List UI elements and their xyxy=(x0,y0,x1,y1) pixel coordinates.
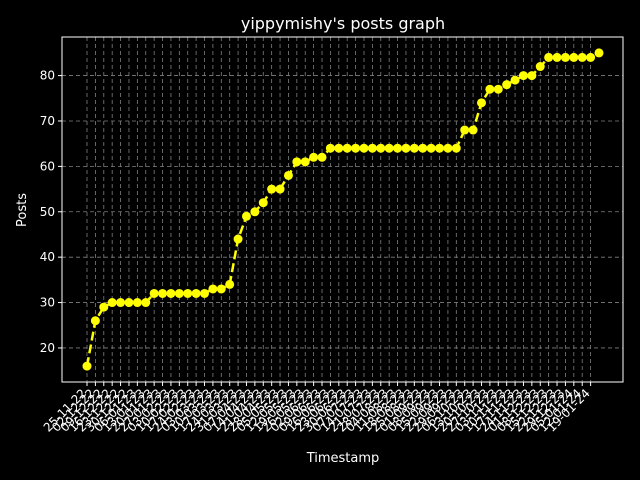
data-point xyxy=(409,143,419,153)
data-point xyxy=(359,143,369,153)
data-point xyxy=(225,279,235,289)
series-line xyxy=(85,51,600,367)
data-point xyxy=(435,143,445,153)
y-tick-label: 80 xyxy=(40,69,55,83)
data-point xyxy=(309,152,319,162)
y-tick-label: 40 xyxy=(40,250,55,264)
data-point xyxy=(502,80,512,90)
data-point xyxy=(283,170,293,180)
data-point xyxy=(518,71,528,81)
data-point xyxy=(275,184,285,194)
data-point xyxy=(544,52,554,62)
data-point xyxy=(250,207,260,217)
data-point xyxy=(292,157,302,167)
data-point xyxy=(485,84,495,94)
data-point xyxy=(300,157,310,167)
data-point xyxy=(334,143,344,153)
data-point xyxy=(586,52,596,62)
data-point xyxy=(418,143,428,153)
series-posts xyxy=(82,48,604,371)
y-tick-label: 70 xyxy=(40,114,55,128)
data-point xyxy=(132,298,142,308)
data-point xyxy=(99,302,109,312)
data-point xyxy=(367,143,377,153)
x-axis-label: Timestamp xyxy=(306,451,380,466)
data-point xyxy=(443,143,453,153)
y-axis-ticks: 20 30 40 50 60 70 80 xyxy=(40,69,62,355)
data-point xyxy=(577,52,587,62)
data-point xyxy=(342,143,352,153)
data-point xyxy=(174,288,184,298)
data-point xyxy=(401,143,411,153)
data-point xyxy=(426,143,436,153)
data-point xyxy=(141,298,151,308)
data-point xyxy=(183,288,193,298)
data-point xyxy=(493,84,503,94)
data-point xyxy=(107,298,117,308)
data-point xyxy=(208,284,218,294)
data-point xyxy=(258,198,268,208)
data-point xyxy=(560,52,570,62)
data-point xyxy=(569,52,579,62)
x-axis-ticks: 25-11-2202-12-2209-12-2216-12-2223-12-22… xyxy=(41,382,593,435)
grid-lines xyxy=(62,37,623,382)
data-point xyxy=(158,288,168,298)
data-point xyxy=(124,298,134,308)
data-point xyxy=(317,152,327,162)
data-point xyxy=(149,288,159,298)
chart-title: yippymishy's posts graph xyxy=(241,14,445,33)
data-point xyxy=(82,361,92,371)
y-tick-label: 50 xyxy=(40,205,55,219)
data-point xyxy=(476,98,486,108)
data-point xyxy=(552,52,562,62)
data-point xyxy=(535,62,545,72)
data-point xyxy=(351,143,361,153)
data-point xyxy=(468,125,478,135)
data-point xyxy=(216,284,226,294)
y-tick-label: 60 xyxy=(40,159,55,173)
data-point xyxy=(116,298,126,308)
data-point xyxy=(393,143,403,153)
data-point xyxy=(376,143,386,153)
data-point xyxy=(527,71,537,81)
data-point xyxy=(90,316,100,326)
data-point xyxy=(594,48,604,58)
data-point xyxy=(241,211,251,221)
data-point xyxy=(166,288,176,298)
data-point xyxy=(233,234,243,244)
data-point xyxy=(267,184,277,194)
plot-frame xyxy=(61,36,624,383)
y-tick-label: 30 xyxy=(40,296,55,310)
data-point xyxy=(384,143,394,153)
data-point xyxy=(451,143,461,153)
data-point xyxy=(510,75,520,85)
y-axis-label: Posts xyxy=(15,193,30,227)
data-point xyxy=(200,288,210,298)
data-point xyxy=(191,288,201,298)
data-point xyxy=(460,125,470,135)
data-point xyxy=(325,143,335,153)
y-tick-label: 20 xyxy=(40,341,55,355)
